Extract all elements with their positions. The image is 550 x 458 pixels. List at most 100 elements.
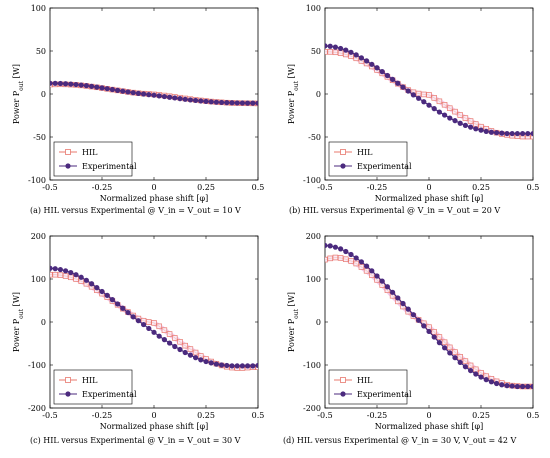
legend-marker-hil bbox=[65, 149, 71, 155]
experimental-point bbox=[473, 371, 479, 377]
hil-point bbox=[353, 260, 359, 267]
x-tick-label: 0.25 bbox=[472, 183, 490, 192]
hil-point bbox=[327, 49, 333, 55]
experimental-point bbox=[239, 363, 245, 369]
experimental-point bbox=[151, 329, 157, 335]
experimental-point bbox=[255, 362, 258, 369]
hil-point bbox=[146, 319, 152, 325]
hil-point bbox=[415, 90, 422, 97]
series-experimental bbox=[325, 242, 533, 390]
experimental-point bbox=[52, 266, 58, 272]
experimental-point bbox=[478, 127, 484, 133]
experimental-point bbox=[410, 312, 416, 318]
experimental-point bbox=[509, 130, 515, 137]
hil-point bbox=[52, 271, 58, 278]
experimental-point bbox=[494, 130, 500, 136]
experimental-point bbox=[115, 87, 121, 93]
experimental-point bbox=[442, 345, 448, 351]
experimental-point bbox=[187, 97, 193, 103]
experimental-point bbox=[436, 109, 442, 115]
x-tick-label: 0.5 bbox=[252, 411, 265, 420]
experimental-point bbox=[213, 361, 219, 367]
hil-point bbox=[192, 349, 199, 356]
experimental-point bbox=[369, 61, 375, 67]
y-tick-label: 200 bbox=[306, 232, 321, 241]
experimental-point bbox=[447, 115, 453, 121]
y-tick-label: 100 bbox=[306, 4, 321, 13]
hil-point bbox=[358, 264, 365, 270]
experimental-point bbox=[379, 69, 385, 75]
hil-point bbox=[421, 91, 427, 98]
experimental-point bbox=[431, 334, 437, 340]
x-tick-label: 0 bbox=[151, 183, 156, 192]
y-axis-label: Power Pout [W] bbox=[12, 292, 25, 352]
experimental-point bbox=[141, 91, 147, 97]
experimental-point bbox=[473, 126, 479, 132]
experimental-point bbox=[374, 273, 380, 279]
experimental-point bbox=[78, 274, 84, 280]
experimental-point bbox=[468, 367, 474, 374]
experimental-point bbox=[421, 99, 427, 105]
caption-c: (c) HIL versus Experimental @ V_in = V_o… bbox=[30, 436, 241, 445]
hil-point bbox=[73, 276, 79, 282]
experimental-point bbox=[358, 259, 364, 265]
hil-point bbox=[426, 92, 432, 98]
series-experimental bbox=[325, 43, 533, 137]
experimental-point bbox=[483, 377, 489, 383]
experimental-point bbox=[405, 306, 411, 312]
series-line bbox=[325, 257, 533, 387]
experimental-point bbox=[141, 321, 147, 328]
experimental-point bbox=[234, 363, 240, 369]
y-tick-label: -100 bbox=[303, 176, 321, 185]
experimental-point bbox=[193, 355, 199, 361]
hil-point bbox=[473, 121, 479, 127]
experimental-point bbox=[416, 317, 422, 323]
hil-point bbox=[187, 346, 194, 352]
y-tick-label: 0 bbox=[41, 90, 46, 99]
experimental-point bbox=[104, 86, 110, 92]
experimental-point bbox=[99, 85, 105, 91]
hil-point bbox=[457, 112, 463, 118]
experimental-point bbox=[167, 94, 173, 100]
legend-marker-experimental bbox=[340, 163, 346, 169]
hil-point bbox=[447, 105, 453, 111]
hil-point bbox=[343, 256, 349, 262]
hil-point bbox=[177, 339, 183, 345]
hil-point bbox=[337, 255, 344, 261]
y-tick-label: 0 bbox=[41, 318, 46, 327]
caption-a: (a) HIL versus Experimental @ V_in = V_o… bbox=[30, 206, 241, 215]
experimental-point bbox=[525, 130, 531, 137]
experimental-point bbox=[161, 93, 167, 100]
caption-b: (b) HIL versus Experimental @ V_in = V_o… bbox=[289, 206, 501, 215]
chart-panel-a: -0.5 -0.25 0 0.25 0.5 100 50 0 -50 -100 Normalized… bbox=[0, 0, 275, 240]
hil-point bbox=[62, 273, 69, 279]
legend-marker-experimental bbox=[340, 391, 346, 397]
chart-svg-d: -0.5 -0.25 0 0.25 0.5 200 100 0 -100 -200 Normaliz… bbox=[287, 232, 539, 431]
experimental-point bbox=[514, 130, 520, 137]
hil-point bbox=[325, 49, 328, 55]
experimental-point bbox=[161, 337, 167, 343]
hil-point bbox=[431, 95, 437, 101]
legend-label: Experimental bbox=[82, 390, 137, 399]
experimental-point bbox=[400, 84, 406, 90]
experimental-point bbox=[219, 99, 225, 106]
hil-point bbox=[467, 362, 474, 369]
experimental-point bbox=[421, 323, 427, 329]
experimental-point bbox=[224, 100, 230, 106]
experimental-point bbox=[125, 89, 131, 95]
series-hil bbox=[325, 254, 533, 390]
experimental-point bbox=[400, 300, 406, 307]
legend-label: HIL bbox=[82, 376, 98, 385]
hil-point bbox=[436, 334, 443, 340]
hil-point bbox=[369, 272, 375, 278]
x-tick-label: -0.25 bbox=[367, 183, 388, 192]
experimental-point bbox=[234, 100, 240, 106]
experimental-point bbox=[499, 382, 505, 388]
hil-point bbox=[530, 133, 533, 140]
y-tick-label: -200 bbox=[28, 404, 46, 413]
chart-panel-b: -0.5 -0.25 0 0.25 0.5 100 50 0 -50 -100 Normalized… bbox=[275, 0, 550, 240]
y-tick-label: -100 bbox=[28, 361, 46, 370]
x-tick-label: -0.5 bbox=[317, 183, 332, 192]
y-tick-label: -200 bbox=[303, 404, 321, 413]
y-tick-label: 100 bbox=[306, 275, 321, 284]
